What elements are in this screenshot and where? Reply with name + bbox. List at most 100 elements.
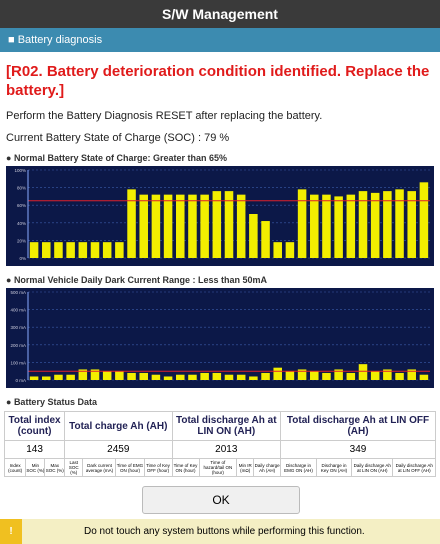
y-tick-label: 100% — [14, 168, 26, 173]
ok-button[interactable]: OK — [142, 486, 300, 514]
chart-title-text: Normal Vehicle Daily Dark Current Range … — [13, 275, 268, 285]
bar — [346, 194, 356, 258]
bar — [200, 372, 209, 380]
summary-value: 143 — [3, 440, 66, 459]
summary-value: 2013 — [171, 440, 282, 459]
y-tick-label: 100 mA — [10, 360, 26, 365]
column-header: Max SOC (%) — [44, 458, 66, 477]
section-title: ■ Battery diagnosis — [0, 28, 440, 52]
bar — [139, 372, 148, 380]
column-header: Daily charge Ah (AH) — [253, 458, 282, 477]
bar — [407, 191, 416, 258]
bar — [115, 242, 124, 258]
bar — [310, 371, 319, 380]
column-header: Index (count) — [3, 458, 27, 477]
bar — [322, 194, 331, 258]
column-header: Discharge in EMG ON (AH) — [280, 458, 318, 477]
bar — [261, 221, 270, 258]
bar — [383, 369, 392, 380]
bar — [200, 194, 209, 258]
bar — [224, 374, 234, 380]
bar-chart: 0 mA 100 mA 200 mA 300 mA 400 mA 500 mA — [6, 288, 434, 388]
bar — [42, 242, 51, 258]
bar — [66, 374, 75, 380]
y-tick-label: 200 mA — [10, 343, 26, 348]
bar — [334, 369, 343, 380]
bar-chart: 0% 20% 40% 60% 80% 100% — [6, 166, 434, 266]
y-tick-label: 40% — [17, 221, 26, 226]
bar — [163, 194, 173, 258]
instruction: Perform the Battery Diagnosis RESET afte… — [6, 110, 323, 122]
bar — [90, 369, 100, 380]
bar — [236, 194, 246, 258]
bar — [236, 374, 246, 380]
bar — [310, 194, 319, 258]
bar — [419, 182, 429, 258]
status-table: Total index (count) Total charge Ah (AH) T… — [3, 411, 436, 477]
column-header: Min SOC (%) — [25, 458, 46, 477]
y-tick-label: 60% — [17, 203, 26, 208]
bar — [54, 242, 63, 258]
y-tick-label: 80% — [17, 186, 26, 191]
warning-icon: ! — [0, 519, 22, 544]
bar — [176, 194, 185, 258]
column-header: Min IR (mΩ) — [236, 458, 255, 477]
bar — [273, 367, 282, 380]
column-header: Time of Key ON (hour) — [171, 458, 200, 477]
charts: ● Normal Battery State of Charge: Greate… — [0, 153, 440, 388]
bar — [297, 369, 307, 380]
bar — [358, 191, 368, 258]
y-tick-label: 20% — [17, 238, 26, 243]
bar — [358, 364, 368, 380]
column-header: Discharge in Key ON (AH) — [316, 458, 352, 477]
bar — [139, 194, 148, 258]
bar — [163, 376, 173, 380]
bar — [29, 376, 39, 380]
bar — [176, 374, 185, 380]
bar — [370, 192, 380, 258]
bar — [151, 194, 161, 258]
column-header: Daily discharge Ah at LIN OFF (AH) — [392, 458, 436, 477]
chart-title-text: Normal Battery State of Charge: Greater … — [13, 153, 227, 163]
bar — [334, 196, 343, 258]
bar — [54, 374, 63, 380]
summary-header: Total index (count) — [3, 411, 66, 441]
column-header: Dark current average (mA) — [82, 458, 117, 477]
bar — [127, 372, 136, 380]
bar — [249, 376, 258, 380]
bar — [273, 242, 282, 258]
bar — [261, 372, 270, 380]
bar — [419, 374, 429, 380]
bar — [249, 214, 258, 258]
bar — [285, 371, 295, 380]
column-header: Time of hazard/tail ON (hour) — [198, 458, 238, 477]
summary-header: Total discharge Ah at LIN ON (AH) — [171, 411, 282, 441]
chart-title: ● Normal Battery State of Charge: Greate… — [6, 153, 227, 163]
status-title: ● Battery Status Data — [6, 397, 97, 407]
header: S/W Management — [0, 0, 440, 28]
bar — [370, 371, 380, 380]
bar — [346, 372, 356, 380]
bar — [395, 189, 404, 258]
bar — [188, 194, 197, 258]
alert: [R02. Battery deterioration condition id… — [6, 63, 430, 99]
y-tick-label: 0 mA — [15, 378, 26, 383]
bar — [285, 242, 295, 258]
y-tick-label: 300 mA — [10, 325, 26, 330]
bar — [115, 371, 124, 380]
summary-value: 2459 — [64, 440, 173, 459]
footer-text: Do not touch any system buttons while pe… — [84, 526, 365, 537]
bar — [212, 372, 222, 380]
bar — [383, 191, 392, 258]
bar — [322, 372, 331, 380]
soc: Current Battery State of Charge (SOC) : … — [6, 132, 230, 144]
y-tick-label: 400 mA — [10, 308, 26, 313]
bar — [78, 242, 88, 258]
bar — [212, 191, 222, 258]
bar — [395, 372, 404, 380]
summary-value: 349 — [280, 440, 436, 459]
bar — [42, 376, 51, 380]
column-header: Time of Key OFF (hour) — [143, 458, 173, 477]
chart-title: ● Normal Vehicle Daily Dark Current Rang… — [6, 275, 268, 285]
